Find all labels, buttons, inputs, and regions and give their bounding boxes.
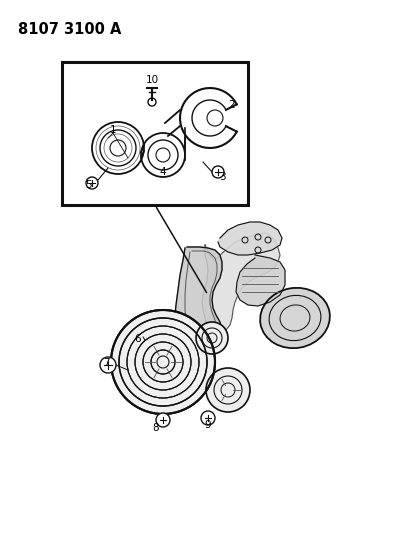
Circle shape	[196, 322, 228, 354]
Text: 9: 9	[205, 420, 211, 430]
Polygon shape	[175, 247, 222, 354]
Text: 10: 10	[145, 75, 159, 85]
Polygon shape	[236, 255, 285, 306]
Circle shape	[111, 310, 215, 414]
Circle shape	[206, 368, 250, 412]
Text: 4: 4	[160, 167, 166, 177]
Circle shape	[100, 357, 116, 373]
Polygon shape	[202, 233, 280, 333]
Ellipse shape	[260, 288, 330, 348]
Text: 8107 3100 A: 8107 3100 A	[18, 22, 121, 37]
Text: 5: 5	[85, 180, 91, 190]
Bar	[62, 62, 248, 205]
Text: 7: 7	[103, 358, 109, 368]
Text: 1: 1	[110, 125, 116, 135]
Text: 8: 8	[153, 423, 159, 433]
Circle shape	[201, 411, 215, 425]
Text: 6: 6	[135, 334, 141, 344]
Polygon shape	[218, 222, 282, 255]
Text: 3: 3	[219, 172, 225, 182]
Circle shape	[156, 413, 170, 427]
Text: 2: 2	[229, 100, 236, 110]
